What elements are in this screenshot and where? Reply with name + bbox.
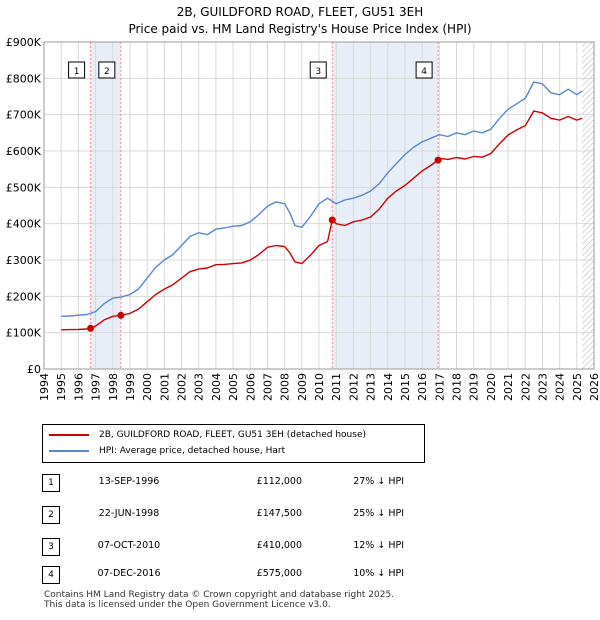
sale-marker-box <box>68 61 86 79</box>
price-chart: 1 2 3 4 £0 £100K £200K £300K £400K £500K £600K £700… <box>6 36 600 401</box>
x-tick-label: 2026 <box>588 373 600 401</box>
y-tick-label: £200K <box>6 290 42 303</box>
sale-marker-box <box>415 61 433 79</box>
sale-number-badge: 3 <box>42 538 60 556</box>
x-tick-label: 2001 <box>158 373 171 401</box>
future-hatch <box>581 42 594 369</box>
x-tick-label: 2002 <box>176 373 189 401</box>
x-tick-label: 2020 <box>485 373 498 401</box>
sale-price: £147,500 <box>256 508 302 519</box>
x-tick-label: 2011 <box>330 373 343 401</box>
sale-row: 1 13-SEP-1996 £112,000 27% ↓ HPI <box>42 474 562 492</box>
sale-marker-box <box>98 61 116 79</box>
y-tick-label: £500K <box>6 181 42 194</box>
sale-point <box>87 324 95 332</box>
sale-marker-label: 4 <box>421 67 427 77</box>
x-tick-label: 2004 <box>210 373 223 401</box>
x-tick-label: 1997 <box>90 373 103 401</box>
x-tick-label: 2013 <box>365 373 378 401</box>
footer-line1: Contains HM Land Registry data © Crown c… <box>44 590 395 600</box>
sale-marker-box <box>309 61 327 79</box>
x-tick-label: 2021 <box>502 373 515 401</box>
sale-hpi-diff: 10% ↓ HPI <box>353 568 404 579</box>
sale-period-shade <box>332 42 439 369</box>
y-tick-label: £300K <box>6 254 42 267</box>
y-tick-label: £900K <box>6 36 42 49</box>
x-tick-label: 2000 <box>141 373 154 401</box>
sale-price: £410,000 <box>256 540 302 551</box>
sale-point <box>117 311 125 319</box>
x-tick-label: 2003 <box>193 373 206 401</box>
legend-item-hpi: HPI: Average price, detached house, Hart <box>49 446 285 456</box>
x-tick-label: 1998 <box>107 373 120 401</box>
sale-marker-label: 2 <box>104 67 110 77</box>
legend-swatch-hpi <box>49 450 89 452</box>
footer-attribution: Contains HM Land Registry data © Crown c… <box>44 590 394 610</box>
sale-point <box>328 216 336 224</box>
sale-number-badge: 1 <box>42 474 60 492</box>
sale-row: 3 07-OCT-2010 £410,000 12% ↓ HPI <box>42 538 562 556</box>
x-tick-label: 2015 <box>399 373 412 401</box>
sale-marker-label: 3 <box>315 67 321 77</box>
sale-hpi-diff: 12% ↓ HPI <box>353 540 404 551</box>
x-tick-label: 2005 <box>227 373 240 401</box>
x-tick-label: 2025 <box>571 373 584 401</box>
sale-date: 22-JUN-1998 <box>98 508 160 519</box>
legend-label-property: 2B, GUILDFORD ROAD, FLEET, GU51 3EH (det… <box>99 430 366 440</box>
chart-title-line1: 2B, GUILDFORD ROAD, FLEET, GU51 3EH <box>176 5 424 19</box>
sale-row: 4 07-DEC-2016 £575,000 10% ↓ HPI <box>42 566 562 584</box>
y-tick-label: £800K <box>6 72 42 85</box>
legend-swatch-property <box>49 434 89 436</box>
x-tick-label: 2022 <box>519 373 532 401</box>
x-tick-label: 2010 <box>313 373 326 401</box>
sale-row: 2 22-JUN-1998 £147,500 25% ↓ HPI <box>42 506 562 524</box>
sale-marker-label: 1 <box>74 67 80 77</box>
sale-hpi-diff: 25% ↓ HPI <box>353 508 404 519</box>
x-tick-label: 2014 <box>382 373 395 401</box>
property-price-line <box>61 110 583 331</box>
hpi-line <box>61 81 583 317</box>
y-tick-label: £700K <box>6 109 42 122</box>
x-tick-label: 2006 <box>244 373 257 401</box>
x-tick-label: 2024 <box>554 373 567 401</box>
sale-price: £575,000 <box>256 568 302 579</box>
y-tick-label: £600K <box>6 145 42 158</box>
x-tick-label: 2007 <box>261 373 274 401</box>
x-tick-label: 2009 <box>296 373 309 401</box>
plot-border <box>43 41 595 370</box>
chart-title: 2B, GUILDFORD ROAD, FLEET, GU51 3EH Pric… <box>0 4 600 38</box>
x-tick-label: 1995 <box>55 373 68 401</box>
legend-item-property: 2B, GUILDFORD ROAD, FLEET, GU51 3EH (det… <box>49 430 366 440</box>
chart-title-line2: Price paid vs. HM Land Registry's House … <box>128 22 472 36</box>
x-tick-label: 1994 <box>38 373 51 401</box>
sale-date: 07-OCT-2010 <box>97 540 161 551</box>
chart-legend: 2B, GUILDFORD ROAD, FLEET, GU51 3EH (det… <box>42 424 425 463</box>
x-tick-label: 2018 <box>451 373 464 401</box>
y-tick-label: £100K <box>6 327 42 340</box>
sale-hpi-diff: 27% ↓ HPI <box>353 476 404 487</box>
y-tick-label: £0 <box>27 363 41 376</box>
x-tick-label: 1996 <box>72 373 85 401</box>
sale-number-badge: 2 <box>42 506 60 524</box>
x-tick-label: 2017 <box>433 373 446 401</box>
x-tick-label: 1999 <box>124 373 137 401</box>
x-tick-label: 2012 <box>347 373 360 401</box>
x-tick-label: 2016 <box>416 373 429 401</box>
sale-number-badge: 4 <box>42 566 60 584</box>
sale-price: £112,000 <box>256 476 302 487</box>
legend-label-hpi: HPI: Average price, detached house, Hart <box>99 446 286 456</box>
x-tick-label: 2008 <box>279 373 292 401</box>
y-tick-label: £400K <box>6 218 42 231</box>
x-tick-label: 2023 <box>536 373 549 401</box>
footer-line2: This data is licensed under the Open Gov… <box>44 600 331 610</box>
sale-point <box>434 156 442 164</box>
x-tick-label: 2019 <box>468 373 481 401</box>
sale-date: 13-SEP-1996 <box>98 476 160 487</box>
sale-date: 07-DEC-2016 <box>97 568 161 579</box>
